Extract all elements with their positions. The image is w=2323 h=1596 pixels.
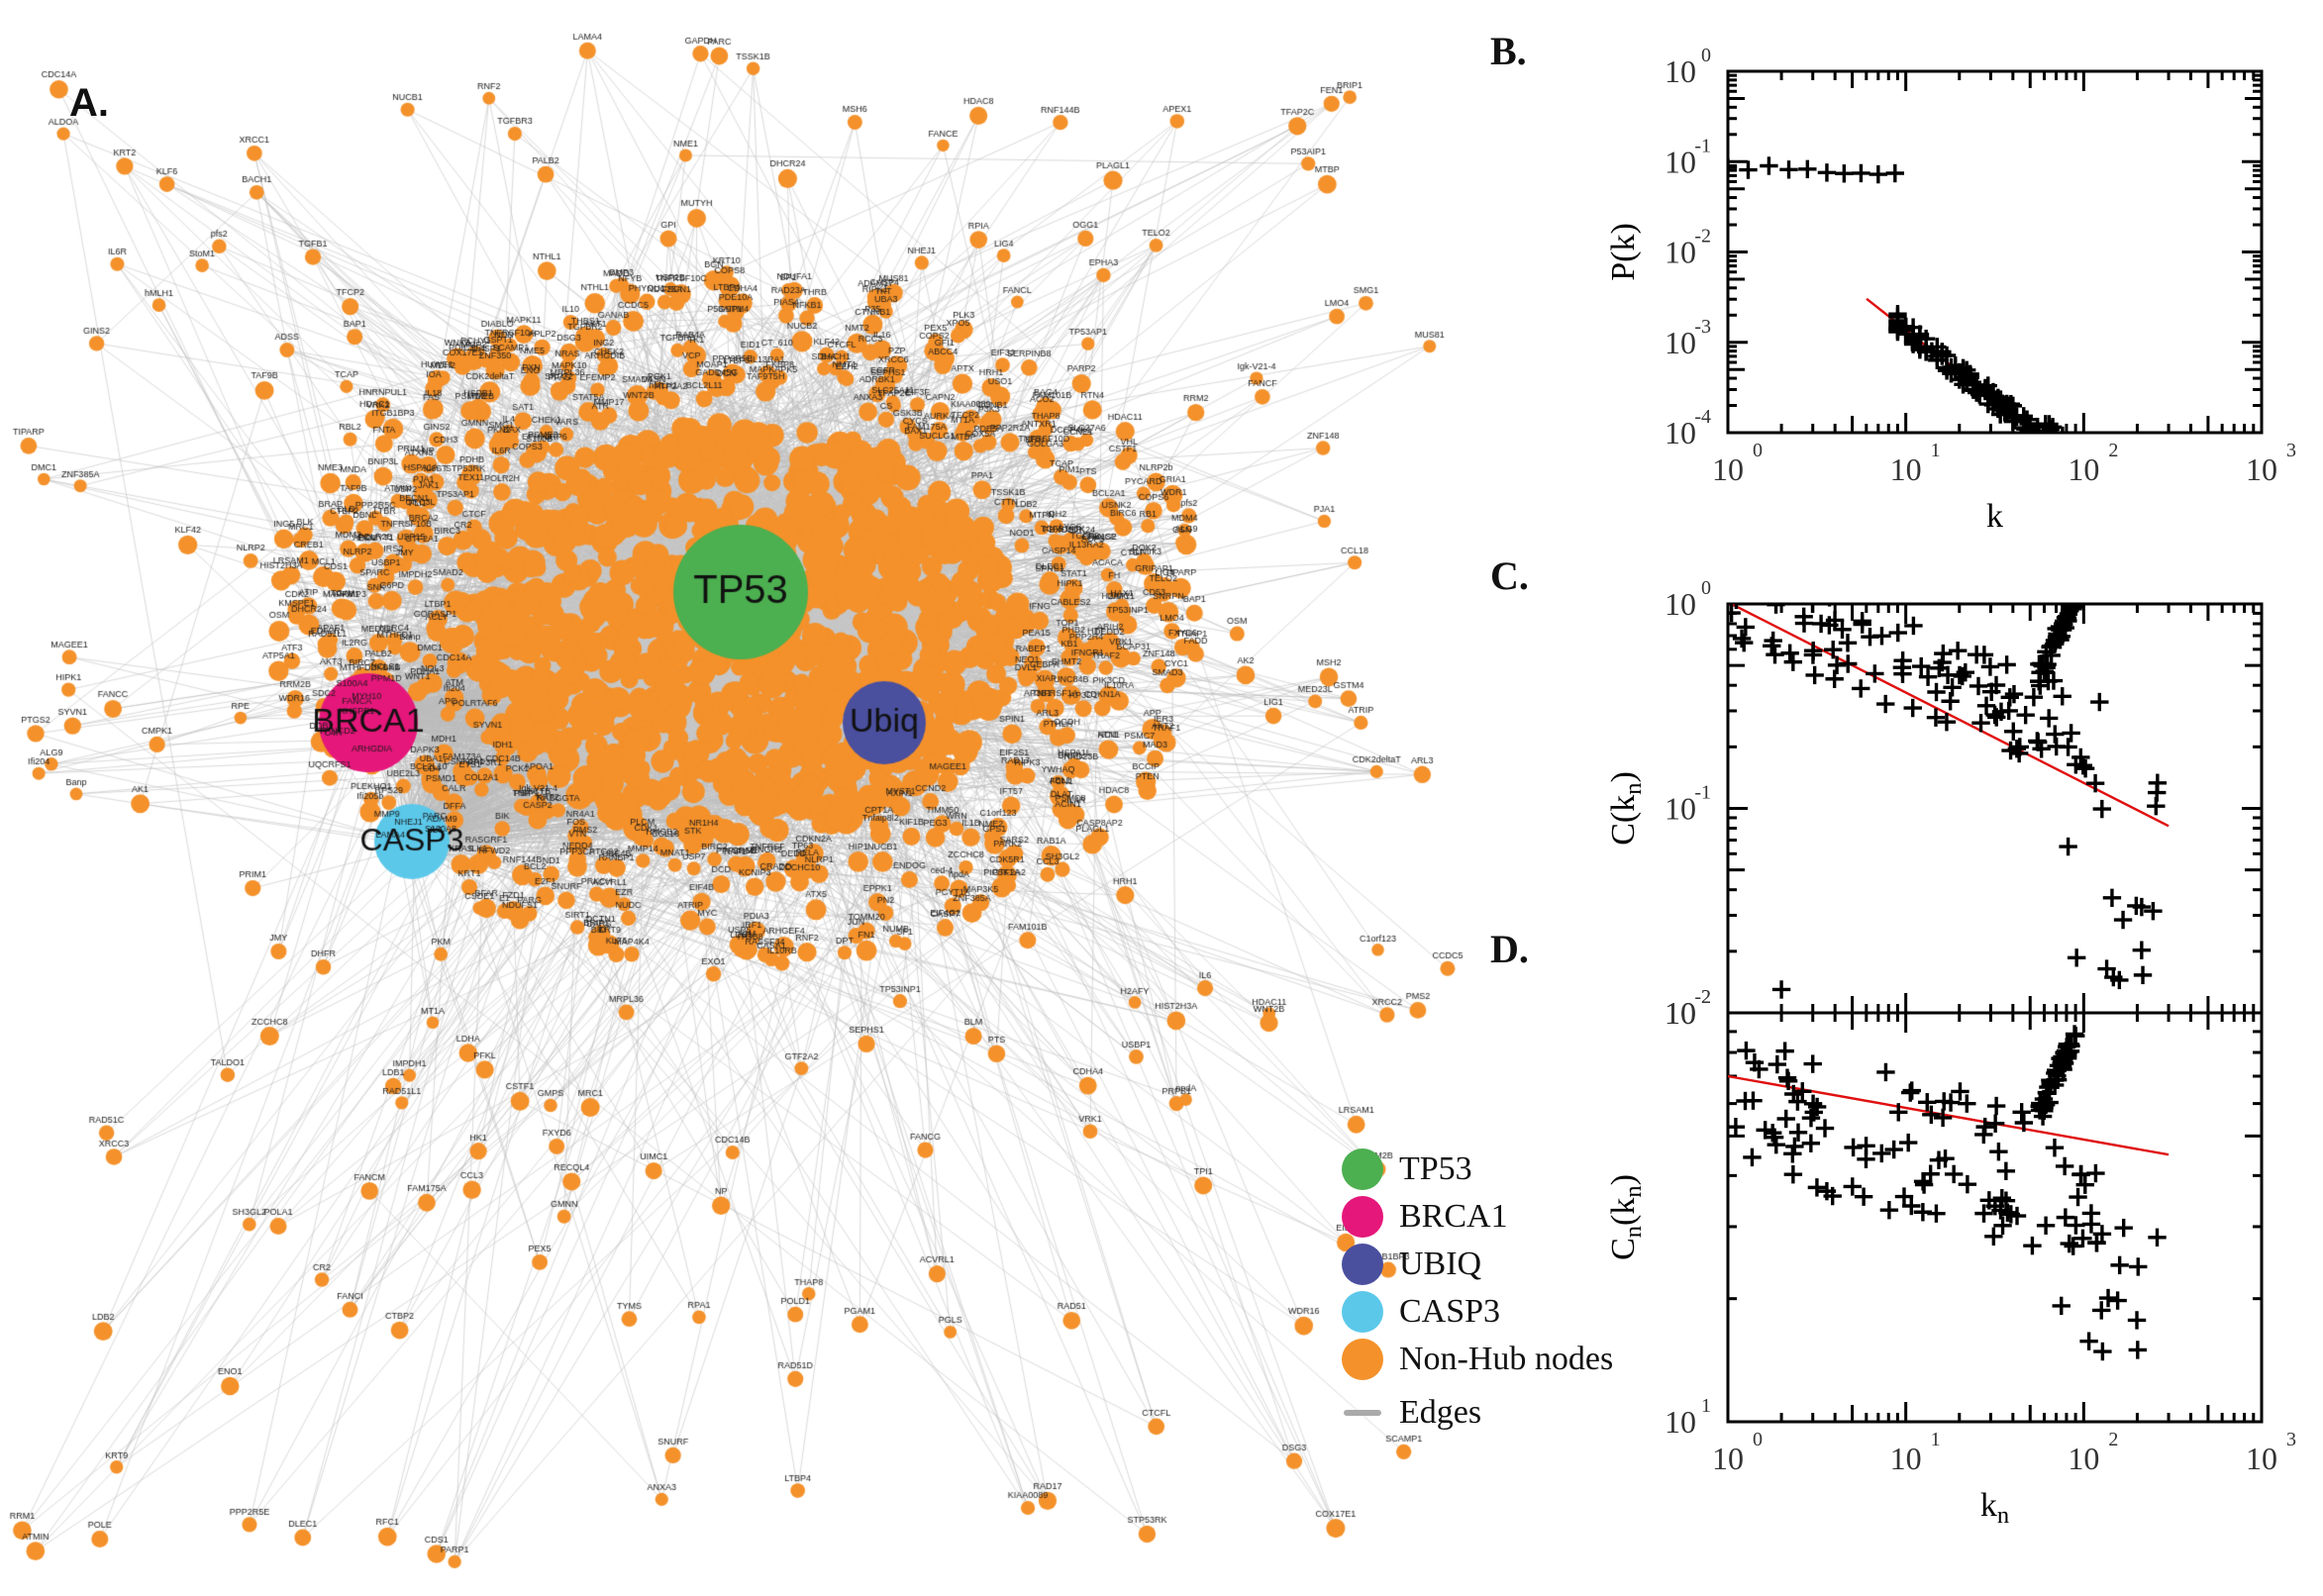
svg-text:2: 2 bbox=[2108, 1429, 2118, 1450]
svg-text:-3: -3 bbox=[1694, 316, 1711, 338]
svg-text:2: 2 bbox=[1701, 986, 1711, 1008]
svg-text:-1: -1 bbox=[1694, 135, 1711, 156]
svg-text:P(k): P(k) bbox=[1605, 223, 1642, 281]
svg-text:0: 0 bbox=[1753, 440, 1763, 461]
svg-text:-1: -1 bbox=[1694, 782, 1711, 804]
svg-text:10: 10 bbox=[1665, 53, 1696, 89]
svg-text:-2: -2 bbox=[1694, 226, 1711, 248]
svg-text:0: 0 bbox=[1701, 577, 1711, 599]
svg-text:10: 10 bbox=[2068, 1441, 2099, 1476]
svg-text:-4: -4 bbox=[1694, 406, 1711, 428]
svg-text:10: 10 bbox=[2068, 451, 2099, 487]
svg-text:10: 10 bbox=[2246, 1441, 2277, 1476]
svg-text:1: 1 bbox=[1931, 440, 1941, 461]
svg-text:10: 10 bbox=[1665, 144, 1696, 179]
svg-text:10: 10 bbox=[1890, 451, 1922, 487]
svg-text:1: 1 bbox=[1931, 1429, 1941, 1450]
svg-text:10: 10 bbox=[1665, 415, 1696, 450]
svg-text:10: 10 bbox=[1665, 791, 1696, 827]
svg-text:k: k bbox=[1986, 498, 2003, 535]
svg-text:10: 10 bbox=[1665, 995, 1696, 1031]
svg-text:2: 2 bbox=[2108, 440, 2118, 461]
svg-text:10: 10 bbox=[1665, 325, 1696, 360]
svg-text:10: 10 bbox=[1665, 586, 1696, 622]
svg-text:3: 3 bbox=[2286, 440, 2296, 461]
svg-text:10: 10 bbox=[1665, 235, 1696, 270]
svg-text:kn: kn bbox=[1980, 1487, 2009, 1529]
svg-text:3: 3 bbox=[2286, 1429, 2296, 1450]
svg-text:10: 10 bbox=[2246, 451, 2277, 487]
svg-text:10: 10 bbox=[1890, 1441, 1922, 1476]
svg-text:0: 0 bbox=[1701, 45, 1711, 66]
svg-text:C(kn): C(kn) bbox=[1605, 771, 1647, 846]
svg-text:10: 10 bbox=[1712, 451, 1744, 487]
